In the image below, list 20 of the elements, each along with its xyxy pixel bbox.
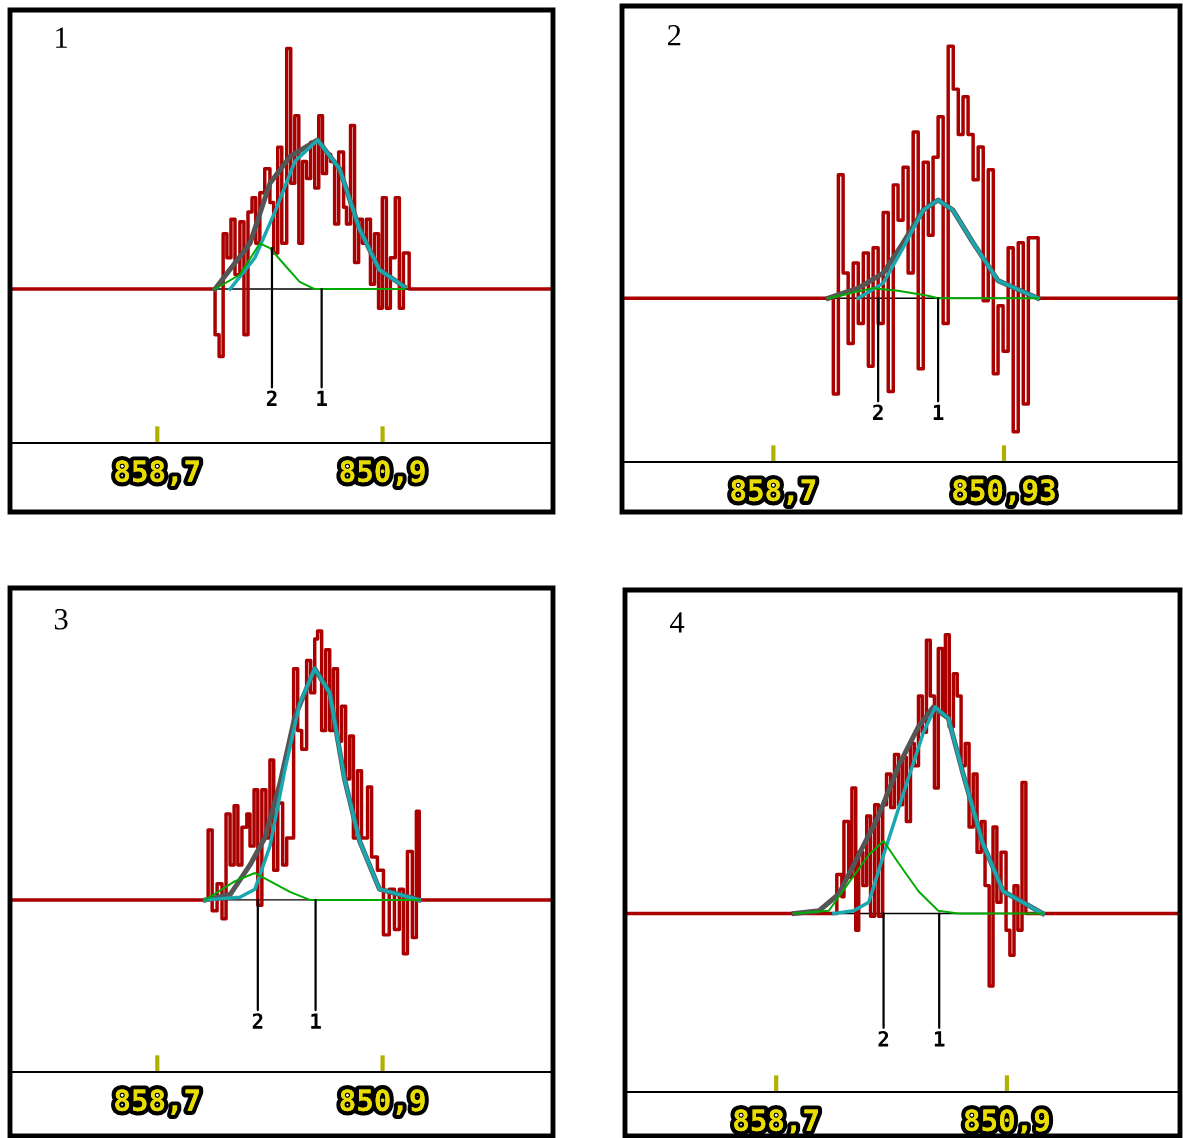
annotation: 1 — [311, 1013, 321, 1029]
x-tick-label: 850,9 — [340, 460, 425, 486]
x-tick-label: 858,7 — [734, 1109, 818, 1135]
x-tick-label: 850,9 — [340, 1089, 425, 1115]
annotation: 1 — [934, 1031, 945, 1047]
x-tick-label: 858,7 — [115, 1089, 200, 1115]
chart-title: 1 — [56, 27, 67, 48]
x-tick-label: 858,7 — [115, 460, 200, 486]
annotation: 2 — [266, 390, 277, 406]
chart-title: 3 — [54, 608, 68, 630]
annotation: 2 — [878, 1031, 889, 1047]
x-tick-label: 858,7 — [731, 479, 816, 505]
x-tick-label: 850,9 — [964, 1109, 1049, 1135]
annotation: 1 — [933, 404, 944, 420]
annotation: 2 — [252, 1013, 263, 1029]
chart-title: 2 — [667, 25, 681, 46]
chart-title: 4 — [670, 612, 685, 633]
annotation: 2 — [873, 404, 883, 420]
x-tick-label: 850,93 — [953, 479, 1055, 505]
annotation: 1 — [317, 390, 327, 406]
